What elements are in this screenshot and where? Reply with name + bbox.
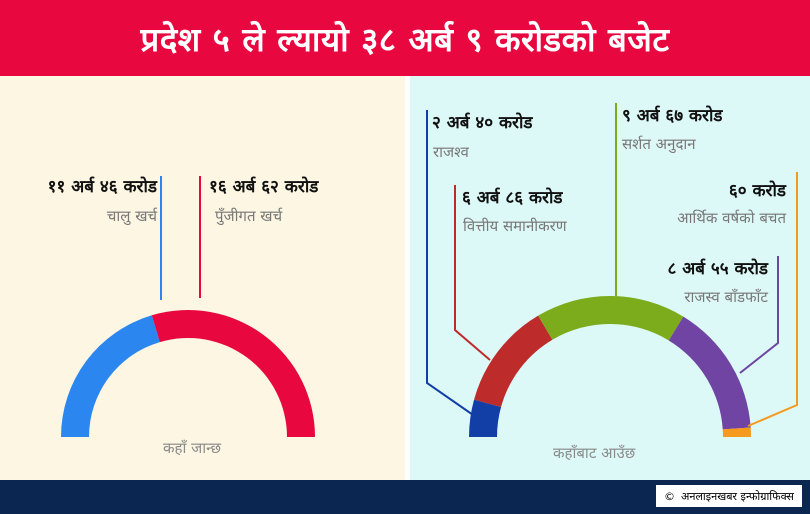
slice-category-label: वित्तीय समानीकरण xyxy=(463,217,567,235)
slice-category-label: राजस्व बाँडफाँट xyxy=(684,288,768,306)
slice-category-label: आर्थिक वर्षको बचत xyxy=(677,209,786,227)
panel-divider xyxy=(405,76,410,480)
slice-value-label: ६० करोड xyxy=(728,181,786,201)
donut-slice xyxy=(151,309,315,437)
donut-slice xyxy=(668,316,751,430)
credit-text: अनलाइनखबर इन्फोग्राफिक्स xyxy=(680,489,794,503)
slice-category-label: सर्शत अनुदान xyxy=(622,135,696,153)
leader-line xyxy=(747,172,798,427)
credit-badge: © अनलाइनखबर इन्फोग्राफिक्स xyxy=(655,485,802,507)
leader-line xyxy=(426,110,477,418)
donut-slice xyxy=(474,315,553,408)
slice-value-label: ८ अर्ब ५५ करोड xyxy=(667,259,768,279)
chart-caption: कहाँ जान्छ xyxy=(163,439,221,457)
slice-value-label: २ अर्ब ४० करोड xyxy=(432,113,533,133)
slice-value-label: १६ अर्ब ६२ करोड xyxy=(209,177,319,197)
chart-caption: कहाँबाट आउँछ xyxy=(553,444,636,462)
slice-category-label: पुँजीगत खर्च xyxy=(215,207,283,225)
slice-value-label: ९ अर्ब ६७ करोड xyxy=(622,106,723,126)
donut-slice xyxy=(722,427,751,437)
donut-slice xyxy=(469,399,502,437)
slice-value-label: ११ अर्ब ४६ करोड xyxy=(47,177,157,197)
leader-line xyxy=(739,256,779,374)
slice-category-label: चालु खर्च xyxy=(106,207,157,225)
slice-category-label: राजश्व xyxy=(433,143,469,161)
leader-line xyxy=(454,185,491,361)
page-title: प्रदेश ५ ले ल्यायो ३८ अर्ब ९ करोडको बजेट xyxy=(0,0,810,76)
donut-slice xyxy=(61,315,160,437)
donut-slice xyxy=(538,296,684,341)
slice-value-label: ६ अर्ब ८६ करोड xyxy=(462,188,563,208)
